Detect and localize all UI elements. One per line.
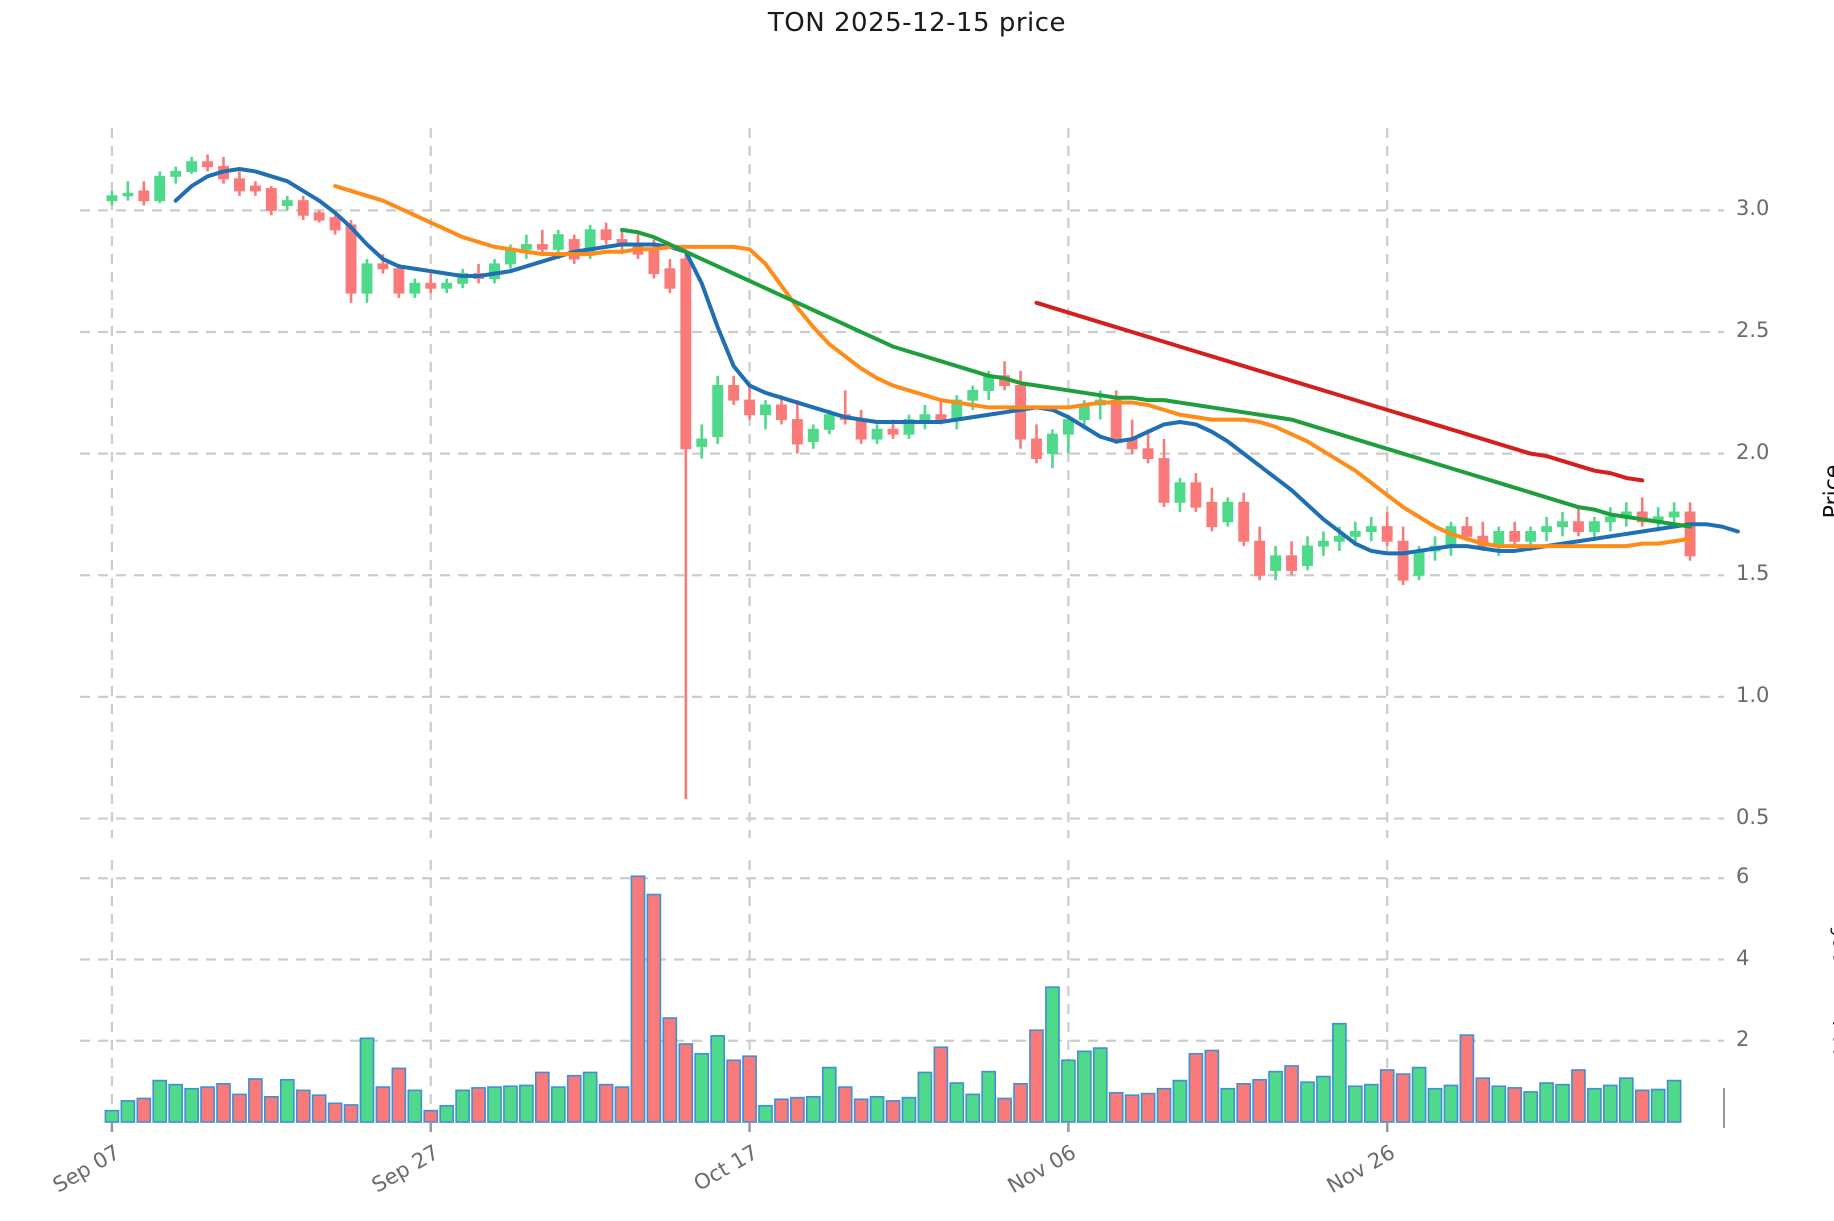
price-tick-label: 3.0	[1736, 196, 1770, 221]
volume-axis-label: Volume 106	[1827, 926, 1834, 1053]
chart-title-text: TON 2025-12-15 price	[767, 8, 1067, 38]
price-tick-label: 1.5	[1736, 561, 1770, 586]
volume-axis-exponent-power: 6	[1827, 926, 1834, 936]
axis-spines	[110, 1088, 1725, 1132]
candlestick-series	[106, 154, 1696, 800]
chart-title: TON 2025-12-15 price	[0, 8, 1834, 38]
price-tick-label: 2.0	[1736, 439, 1770, 464]
vertical-gridlines	[110, 128, 1389, 1132]
volume-tick-label: 4	[1736, 945, 1750, 970]
volume-bar-series	[104, 875, 1682, 1123]
volume-tick-label: 6	[1736, 864, 1750, 889]
price-tick-label: 2.5	[1736, 318, 1770, 342]
volume-tick-label: 2	[1736, 1026, 1750, 1051]
moving-average-lines	[173, 167, 1740, 556]
price-tick-label: 1.0	[1736, 682, 1770, 707]
price-tick-label: 0.5	[1736, 804, 1770, 829]
price-gridlines	[80, 209, 1724, 820]
price-axis-label: Price	[1820, 464, 1834, 519]
volume-gridlines	[80, 877, 1724, 1042]
